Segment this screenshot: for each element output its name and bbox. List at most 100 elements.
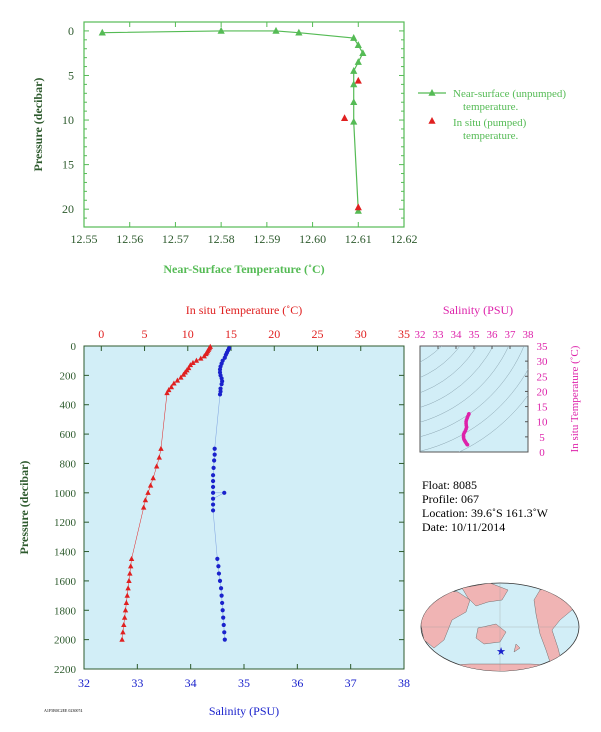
y-tick-label: 15: [62, 158, 74, 172]
pressure-tick-label: 2000: [54, 635, 77, 647]
y-tick-label: 0: [68, 24, 74, 38]
salinity-tick-label: 33: [131, 676, 143, 690]
ts-x-tick-label: 37: [505, 329, 517, 341]
temperature-point: [120, 629, 126, 635]
data-point-unpumped: [354, 41, 362, 48]
ts-x-tick-label: 32: [415, 329, 426, 341]
ts-x-tick-label: 34: [451, 329, 463, 341]
y-tick-label: 5: [68, 68, 74, 82]
temperature-point: [147, 482, 154, 488]
salinity-point: [222, 490, 227, 495]
ts-diagram: 32 33 34 35 36 37 38 0 5 10 15 20 25 30 35 Salinity (PS…: [322, 228, 582, 459]
data-point-unpumped: [354, 206, 362, 214]
map-land-nz: [513, 643, 521, 653]
x-tick-label: 12.57: [162, 232, 189, 246]
temp-tick-label: 5: [142, 327, 148, 341]
data-point-pumped: [340, 114, 349, 122]
float-id: Float: 8085: [422, 478, 477, 492]
x-tick-label: 12.55: [71, 232, 98, 246]
density-contour: [420, 346, 421, 347]
ts-x-tick-label: 38: [523, 329, 535, 341]
density-contour: [350, 256, 410, 316]
temperature-point: [156, 454, 162, 460]
plot-frame: [83, 21, 405, 228]
salinity-point: [217, 578, 223, 584]
temperature-point: [193, 357, 200, 363]
salinity-point: [217, 367, 223, 372]
temperature-point: [171, 380, 177, 386]
pressure-tick-label: 2200: [54, 664, 77, 676]
ts-x-tick-label: 36: [487, 329, 499, 341]
density-contour: [322, 228, 438, 344]
ts-y-tick-label: 30: [537, 356, 549, 368]
temperature-point: [168, 384, 175, 390]
temperature-point: [158, 445, 164, 451]
temperature-point: [125, 585, 131, 591]
x-tick-label: 12.62: [391, 232, 418, 246]
data-point-unpumped: [98, 28, 106, 36]
x-tick-label: 12.56: [116, 232, 143, 246]
salinity-point: [217, 392, 223, 397]
pressure-tick-label: 600: [60, 429, 77, 441]
x-tick-label: 12.61: [345, 232, 372, 246]
ts-y-tick-label: 15: [537, 402, 549, 414]
ts-x-axis-label: Salinity (PSU): [443, 303, 513, 317]
map-graticule: [421, 583, 579, 671]
legend-marker-pumped: [428, 117, 436, 124]
salinity-point: [211, 465, 216, 470]
temp-tick-label: 10: [182, 327, 194, 341]
salinity-point: [210, 502, 216, 507]
salinity-point: [210, 473, 216, 478]
ts-y-tick-label: 20: [537, 386, 549, 398]
ts-y-tick-label: 25: [537, 371, 549, 383]
salinity-tick-label: 34: [185, 676, 197, 690]
pressure-tick-label: 1000: [54, 488, 77, 500]
legend-label: temperature.: [463, 130, 519, 142]
salinity-point: [219, 382, 224, 387]
salinity-tick-label: 35: [238, 676, 250, 690]
location-map: ★: [420, 582, 580, 672]
pressure-tick-label: 400: [60, 400, 77, 412]
temperature-point: [121, 614, 128, 620]
float-location-marker: ★: [496, 646, 506, 658]
salinity-tick-label: 32: [78, 676, 90, 690]
salinity-tick-label: 37: [345, 676, 357, 690]
salinity-axis-label: Salinity (PSU): [209, 704, 279, 718]
y-tick-label: 20: [62, 202, 74, 216]
salinity-point: [221, 622, 226, 628]
ts-y-tick-label: 35: [537, 341, 549, 353]
salinity-point: [210, 490, 216, 495]
series-line-unpumped: [102, 30, 364, 211]
footer-code: A1F5B0C2EE 0230074: [44, 708, 82, 713]
legend-label: In situ (pumped): [453, 117, 527, 129]
temp-tick-label: 30: [355, 327, 367, 341]
data-point-unpumped: [354, 58, 362, 65]
temperature-point: [128, 555, 135, 561]
temp-tick-label: 15: [225, 327, 237, 341]
temperature-point: [145, 489, 151, 495]
ts-point: [465, 442, 470, 447]
pressure-tick-label: 1400: [54, 547, 77, 559]
ts-y-tick-label: 5: [539, 432, 545, 444]
salinity-point: [210, 484, 216, 490]
salinity-tick-label: 38: [398, 676, 410, 690]
ts-y-tick-label: 10: [537, 417, 549, 429]
salinity-point: [220, 600, 225, 606]
temperature-point: [153, 463, 160, 469]
salinity-point: [218, 386, 223, 391]
data-point-unpumped: [359, 49, 367, 56]
ts-x-tick-label: 35: [469, 329, 481, 341]
salinity-point: [219, 593, 224, 598]
temp-tick-label: 25: [312, 327, 324, 341]
y-axis-label: Pressure (decibar): [31, 78, 45, 172]
temperature-point: [127, 570, 133, 576]
salinity-point: [216, 571, 222, 576]
x-tick-label: 12.60: [299, 232, 326, 246]
temperature-point: [178, 374, 184, 380]
location: Location: 39.6˚S 161.3˚W: [422, 506, 549, 520]
x-axis-label: Near-Surface Temperature (˚C): [163, 262, 324, 276]
temp-axis-label: In situ Temperature (˚C): [186, 303, 303, 317]
pressure-tick-label: 200: [60, 370, 77, 382]
pressure-axis-label: Pressure (decibar): [17, 461, 31, 555]
